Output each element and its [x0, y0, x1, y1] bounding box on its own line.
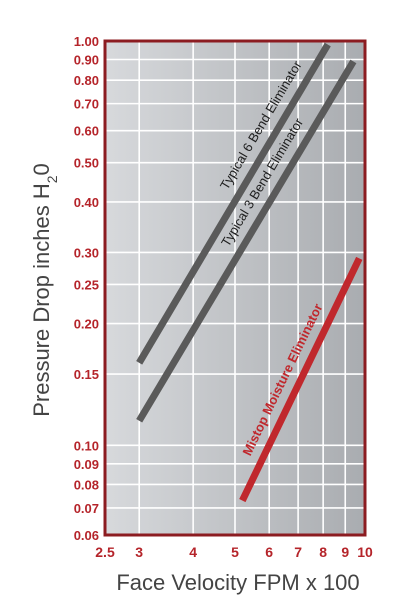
- y-tick-label: 0.09: [74, 457, 99, 472]
- x-tick-labels: 2.5 3 4 5 6 7 8 9 10: [95, 544, 373, 560]
- series-line-typical-3-bend-eliminator: [136, 59, 357, 423]
- y-tick-labels: 1.00 0.90 0.80 0.70 0.60 0.50 0.40 0.30 0.25 0.20…: [74, 34, 99, 543]
- y-tick-label: 0.60: [74, 124, 99, 139]
- y-tick-label: 0.50: [74, 156, 99, 171]
- x-tick-label: 8: [319, 544, 327, 560]
- series-lines: [136, 42, 363, 503]
- x-tick-label: 10: [357, 544, 373, 560]
- plot-frame: [103, 39, 367, 537]
- y-tick-label: 0.25: [74, 277, 99, 292]
- x-tick-label: 6: [265, 544, 273, 560]
- y-tick-label: 0.20: [74, 317, 99, 332]
- y-tick-label: 0.90: [74, 53, 99, 68]
- y-tick-label: 0.30: [74, 245, 99, 260]
- x-tick-label: 9: [341, 544, 349, 560]
- series-line-mistop-moisture-eliminator: [239, 256, 363, 503]
- y-tick-label: 0.40: [74, 195, 99, 210]
- x-axis-title: Face Velocity FPM x 100: [116, 570, 359, 595]
- x-tick-label: 5: [231, 544, 239, 560]
- y-tick-label: 1.00: [74, 34, 99, 49]
- y-axis-title: Pressure Drop inches H20: [29, 163, 60, 417]
- x-tick-label: 3: [135, 544, 143, 560]
- x-tick-label: 4: [189, 544, 197, 560]
- y-tick-label: 0.80: [74, 73, 99, 88]
- x-tick-label: 7: [294, 544, 302, 560]
- y-tick-label: 0.70: [74, 97, 99, 112]
- series-line-typical-6-bend-eliminator: [136, 42, 331, 365]
- y-tick-label: 0.10: [74, 438, 99, 453]
- y-tick-label: 0.15: [74, 367, 99, 382]
- y-tick-label: 0.07: [74, 501, 99, 516]
- y-tick-label: 0.08: [74, 477, 99, 492]
- x-tick-label: 2.5: [95, 544, 115, 560]
- y-tick-label: 0.06: [74, 528, 99, 543]
